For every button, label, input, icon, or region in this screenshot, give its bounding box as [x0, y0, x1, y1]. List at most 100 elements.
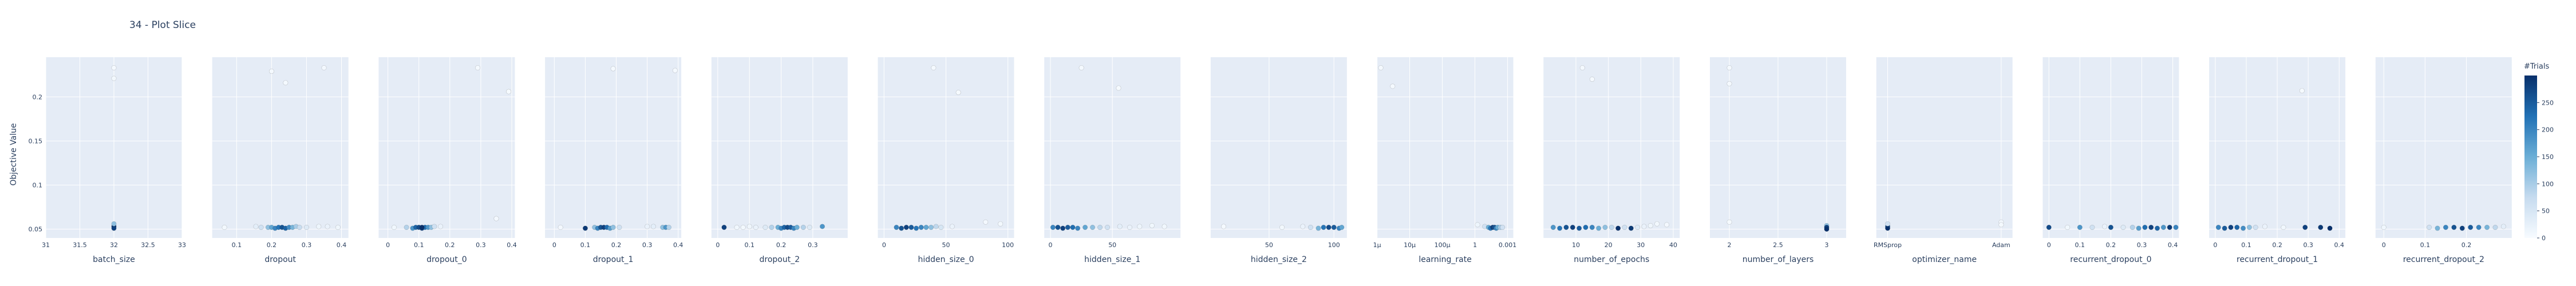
trial-point — [645, 224, 650, 229]
trial-point — [914, 225, 919, 231]
x-tick-label: 0.2 — [776, 241, 787, 249]
x-tick-label: 0.3 — [2137, 241, 2147, 249]
colorbar-tick-label: 150 — [2542, 153, 2554, 161]
trial-point — [1307, 225, 1313, 231]
panel-batch-size: 0.05 0.1 0.15 0.2 31 31.5 32 32.5 33 batch_size — [29, 57, 186, 264]
trial-point — [1664, 222, 1670, 228]
plot-area — [1377, 57, 1514, 238]
x-tick-label: 20 — [1605, 241, 1613, 249]
trial-point — [1475, 222, 1480, 228]
trial-point — [1579, 65, 1585, 70]
x-tick-label: 0.2 — [267, 241, 277, 249]
x-tick-label: 0.3 — [2303, 241, 2313, 249]
trial-point — [1065, 225, 1070, 231]
trial-point — [1221, 224, 1227, 229]
trial-point — [1998, 222, 2004, 228]
plot-area — [1876, 57, 2013, 238]
trial-point — [762, 225, 768, 231]
trial-point — [432, 224, 437, 229]
trial-point — [1726, 81, 1732, 86]
plot-area — [212, 57, 349, 238]
x-axis-label: dropout_0 — [426, 255, 467, 264]
x-tick-label: 50 — [1265, 241, 1273, 249]
trial-point — [2327, 225, 2333, 231]
trial-point — [2160, 225, 2166, 231]
trial-point — [283, 80, 289, 86]
panel-dropout-0: 0 0.1 0.2 0.3 0.4 dropout_0 — [378, 57, 517, 264]
plot-area — [545, 57, 682, 238]
trial-point — [1339, 225, 1345, 231]
x-tick-label: 0.2 — [2272, 241, 2282, 249]
x-tick-label: 0 — [882, 241, 886, 249]
x-tick-label: 100 — [1002, 241, 1014, 249]
trial-point — [1321, 225, 1326, 231]
trial-point — [493, 216, 499, 221]
x-tick-label: 0.1 — [580, 241, 591, 249]
trial-point — [2492, 225, 2498, 231]
trial-point — [321, 65, 327, 70]
panel-learning-rate: 1μ 10μ 100μ 1 0.001 learning_rate — [1373, 57, 1516, 264]
x-axis-label: dropout — [264, 255, 296, 264]
trial-point — [1726, 219, 1732, 225]
x-axis-label: optimizer_name — [1912, 255, 1977, 264]
trial-point — [222, 225, 227, 231]
trial-point — [1589, 225, 1595, 231]
trial-point — [2222, 225, 2227, 231]
trial-point — [931, 65, 937, 70]
trial-point — [1078, 65, 1084, 70]
x-tick-label: 0.4 — [507, 241, 517, 249]
x-tick-label: 0.2 — [2106, 241, 2116, 249]
x-tick-label: 50 — [1108, 241, 1116, 249]
x-tick-label: 0.4 — [2168, 241, 2178, 249]
colorbar-title: #Trials — [2524, 62, 2549, 71]
trial-point — [2102, 224, 2108, 229]
trial-point — [1378, 65, 1384, 70]
trial-point — [297, 225, 302, 231]
trial-point — [2468, 225, 2474, 231]
trial-point — [1596, 225, 1602, 231]
x-tick-label: 0.2 — [2462, 241, 2472, 249]
trial-point — [1331, 225, 1337, 231]
panel-dropout-2: 0 0.1 0.2 0.3 dropout_2 — [711, 57, 848, 264]
trial-point — [938, 225, 944, 231]
trial-point — [1583, 225, 1589, 231]
trial-point — [2435, 225, 2440, 231]
trial-point — [1161, 224, 1167, 229]
x-tick-label: 31.5 — [73, 241, 87, 249]
trial-point — [1641, 224, 1647, 229]
trial-point — [2167, 225, 2172, 231]
trial-point — [903, 225, 909, 231]
trial-point — [1390, 84, 1396, 89]
trial-point — [2065, 225, 2071, 231]
trial-point — [1885, 221, 1891, 227]
trial-point — [2318, 225, 2324, 231]
trial-point — [933, 224, 939, 229]
trial-point — [1075, 225, 1081, 231]
panel-number-of-epochs: 10 20 30 40 number_of_epochs — [1543, 57, 1680, 264]
trial-point — [929, 225, 934, 231]
trial-point — [2246, 225, 2252, 231]
trial-point — [2253, 225, 2258, 231]
x-tick-label: 0 — [2047, 241, 2051, 249]
trial-point — [1615, 225, 1621, 231]
trial-point — [2108, 225, 2113, 231]
trial-point — [1070, 225, 1076, 231]
trial-point — [111, 225, 117, 231]
trial-point — [335, 225, 341, 231]
trial-point — [2215, 225, 2221, 231]
trial-point — [1609, 225, 1614, 231]
colorbar-tick-label: 100 — [2542, 180, 2554, 188]
trial-point — [506, 89, 512, 94]
trial-point — [1105, 225, 1111, 231]
trial-point — [2173, 225, 2179, 231]
trial-point — [672, 67, 678, 73]
x-tick-label: 40 — [1669, 241, 1677, 249]
trial-point — [1654, 221, 1660, 227]
trial-point — [998, 221, 1003, 227]
trial-point — [769, 225, 775, 231]
trial-point — [2484, 225, 2490, 231]
x-tick-label: 10μ — [1404, 241, 1416, 249]
x-axis-label: hidden_size_1 — [1084, 255, 1140, 264]
x-tick-label: 10 — [1572, 241, 1580, 249]
